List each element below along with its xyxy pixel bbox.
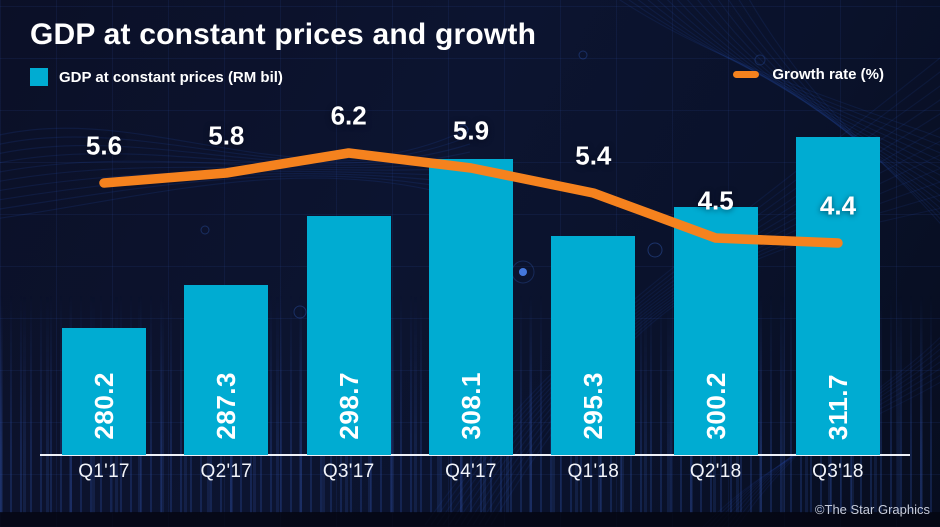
decorative-curve	[676, 0, 940, 183]
decorative-dot-icon	[647, 242, 663, 258]
growth-rate-label: 4.4	[819, 190, 857, 221]
growth-rate-label: 5.6	[85, 130, 123, 161]
growth-rate-label: 4.5	[697, 185, 734, 216]
decorative-curve	[697, 0, 940, 197]
growth-rate-label: 5.8	[208, 120, 245, 151]
decorative-curve	[619, 0, 940, 139]
decorative-curve	[0, 175, 471, 210]
bar: 308.1	[429, 159, 513, 455]
x-axis-label: Q4'17	[445, 461, 497, 482]
decorative-curve	[738, 0, 940, 220]
decorative-curve	[728, 0, 940, 215]
decorative-dot-icon	[578, 50, 588, 60]
bar: 287.3	[184, 285, 268, 455]
decorative-curve	[0, 159, 471, 173]
bar-legend-label: GDP at constant prices (RM bil)	[59, 68, 283, 86]
bar: 311.7	[796, 137, 880, 455]
growth-rate-label: 5.9	[452, 115, 490, 146]
x-axis-label: Q2'18	[689, 461, 742, 482]
legend-line: Growth rate (%)	[733, 66, 884, 83]
x-axis-label: Q3'17	[322, 461, 375, 482]
decorative-dot-icon	[754, 54, 766, 66]
growth-rate-label: 6.2	[330, 100, 367, 131]
decorative-curve	[657, 0, 940, 169]
growth-line	[99, 148, 843, 248]
x-axis-label: Q2'17	[200, 461, 253, 482]
decorative-curve	[686, 0, 940, 190]
bar-legend-swatch-icon	[30, 68, 48, 86]
line-legend-swatch-icon	[733, 71, 760, 78]
bar: 300.2	[674, 207, 758, 455]
x-axis-label: Q1'18	[567, 461, 620, 482]
decorative-curve	[666, 0, 940, 176]
bottom-strip	[0, 512, 940, 527]
credit-text: ©The Star Graphics	[814, 502, 930, 517]
decorative-curve	[717, 0, 940, 209]
x-axis-line	[40, 454, 910, 456]
decorative-curve	[637, 0, 940, 154]
decorative-curve	[707, 0, 940, 203]
line-legend-label: Growth rate (%)	[772, 66, 884, 83]
x-axis-label: Q3'18	[812, 461, 864, 482]
bar: 298.7	[307, 216, 391, 455]
decorative-curve	[0, 166, 471, 182]
chart-title: GDP at constant prices and growth	[30, 18, 537, 51]
decorative-dot-icon	[457, 124, 469, 136]
decorative-curve	[0, 177, 471, 219]
growth-rate-label: 5.4	[575, 140, 612, 171]
bar: 280.2	[62, 328, 146, 455]
bar: 295.3	[551, 236, 635, 455]
decorative-dot-icon	[200, 225, 210, 235]
decorative-curve	[647, 0, 940, 162]
x-axis-label: Q1'17	[78, 461, 130, 482]
decorative-dot-icon	[293, 305, 307, 319]
decorative-curve	[0, 127, 471, 160]
decorative-curve	[628, 0, 940, 146]
decorative-dot-icon	[519, 268, 527, 276]
legend-bars: GDP at constant prices (RM bil)	[30, 68, 283, 86]
